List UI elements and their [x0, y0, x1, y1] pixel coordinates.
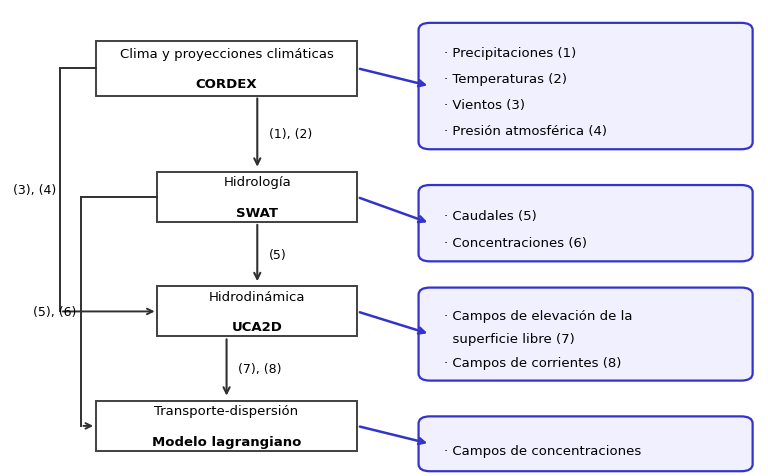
FancyBboxPatch shape [157, 287, 357, 337]
Text: Clima y proyecciones climáticas: Clima y proyecciones climáticas [120, 48, 333, 60]
Text: · Caudales (5): · Caudales (5) [444, 209, 537, 222]
Text: · Temperaturas (2): · Temperaturas (2) [444, 72, 567, 86]
Text: UCA2D: UCA2D [232, 320, 283, 333]
FancyBboxPatch shape [96, 401, 357, 451]
Text: superficie libre (7): superficie libre (7) [444, 333, 574, 346]
Text: (5), (6): (5), (6) [34, 305, 77, 318]
Text: SWAT: SWAT [237, 206, 278, 219]
Text: (3), (4): (3), (4) [13, 184, 56, 197]
FancyBboxPatch shape [419, 186, 753, 262]
Text: · Presión atmosférica (4): · Presión atmosférica (4) [444, 125, 607, 138]
Text: (7), (8): (7), (8) [238, 362, 282, 376]
FancyBboxPatch shape [419, 288, 753, 381]
Text: CORDEX: CORDEX [196, 78, 257, 90]
FancyBboxPatch shape [157, 173, 357, 223]
Text: · Precipitaciones (1): · Precipitaciones (1) [444, 47, 576, 60]
FancyBboxPatch shape [419, 24, 753, 150]
Text: Transporte-dispersión: Transporte-dispersión [154, 405, 299, 417]
Text: · Concentraciones (6): · Concentraciones (6) [444, 236, 587, 249]
Text: · Campos de concentraciones: · Campos de concentraciones [444, 444, 641, 456]
Text: · Campos de elevación de la: · Campos de elevación de la [444, 309, 632, 322]
Text: · Vientos (3): · Vientos (3) [444, 99, 525, 111]
Text: (1), (2): (1), (2) [269, 128, 312, 141]
Text: Hidrología: Hidrología [223, 176, 291, 189]
Text: (5): (5) [269, 248, 286, 261]
Text: · Campos de corrientes (8): · Campos de corrientes (8) [444, 357, 621, 369]
FancyBboxPatch shape [96, 42, 357, 96]
Text: Hidrodinámica: Hidrodinámica [209, 290, 306, 303]
Text: Modelo lagrangiano: Modelo lagrangiano [152, 435, 301, 447]
FancyBboxPatch shape [419, 416, 753, 471]
